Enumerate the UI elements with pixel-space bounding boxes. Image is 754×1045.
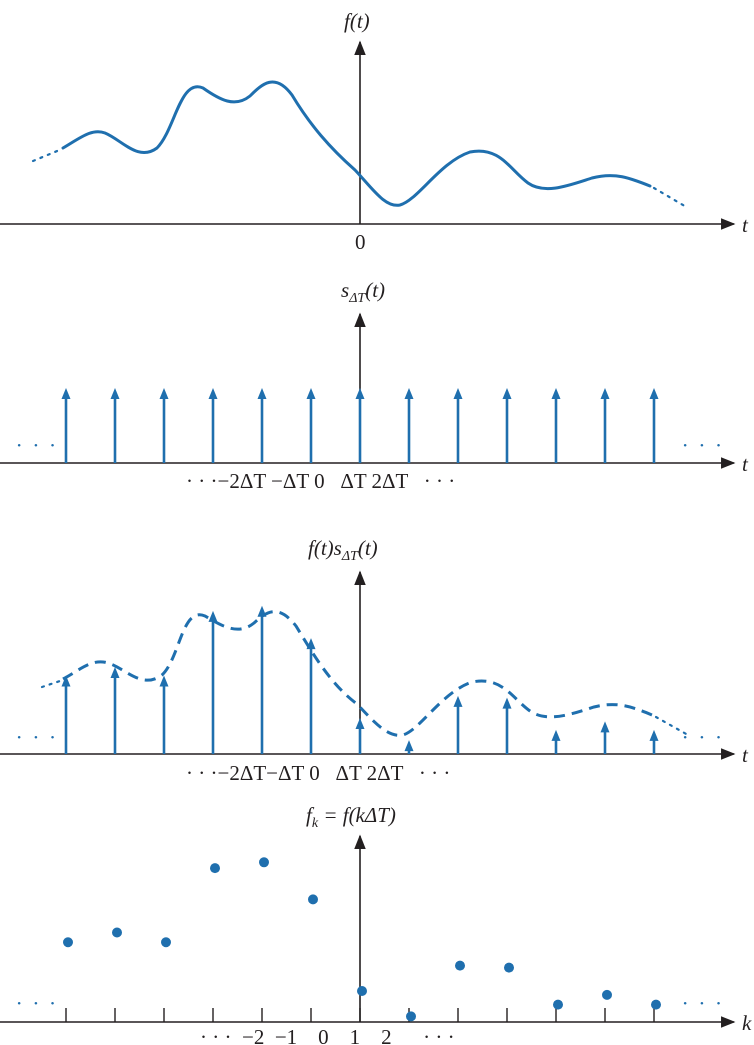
impulse-stem-head xyxy=(600,388,610,399)
impulse-stem-head xyxy=(649,388,659,399)
impulse-stem-head xyxy=(404,388,414,399)
left-ellipsis: · · · xyxy=(16,725,58,749)
left-continuation xyxy=(31,147,64,163)
right-ellipsis: · · · xyxy=(682,433,724,457)
k-ticks xyxy=(65,1008,655,1022)
left-continuation xyxy=(40,678,65,689)
sampled-stem-head xyxy=(355,718,365,729)
sampled-stem-head xyxy=(404,740,414,752)
sample-dot xyxy=(651,999,661,1010)
impulse-stem-head xyxy=(257,388,267,399)
impulse-stem-head xyxy=(208,388,218,399)
dashed-envelope xyxy=(62,610,653,737)
impulse-stem-head xyxy=(551,388,561,399)
sampled-stem-head xyxy=(61,675,71,687)
right-ellipsis: · · · xyxy=(682,725,724,749)
panel1-title: f(t) xyxy=(344,9,370,33)
continuous-curve xyxy=(61,80,652,207)
left-ellipsis: · · · xyxy=(16,991,58,1015)
panel4-axis-var: k xyxy=(742,1011,752,1035)
sampled-stem-head xyxy=(551,729,561,741)
sample-dot xyxy=(308,894,318,905)
sample-dot xyxy=(553,999,563,1010)
impulse-stem-head xyxy=(159,388,169,399)
sampled-stem-head xyxy=(257,605,267,617)
sample-dots xyxy=(63,857,661,1022)
sampled-stem-head xyxy=(306,638,316,650)
sampled-stem-head xyxy=(649,729,659,741)
impulse-stem-head xyxy=(453,388,463,399)
sampled-stems xyxy=(61,605,659,754)
right-ellipsis: · · · xyxy=(682,991,724,1015)
panel4-title: fk = f(kΔT) xyxy=(306,803,396,831)
impulse-stem-head xyxy=(61,388,71,399)
panel-discrete-samples: · · · · · · fk = f(kΔT) · · · −2 −1 0 1 … xyxy=(0,803,752,1045)
right-continuation xyxy=(654,715,690,737)
panel-sampled-signal: · · · · · · f(t)sΔT(t) · · ·−2ΔT−ΔT 0 ΔT… xyxy=(0,536,749,785)
panel2-tick-labels: · · ·−2ΔT −ΔT 0 ΔT 2ΔT · · · xyxy=(186,469,455,493)
panel3-title: f(t)sΔT(t) xyxy=(308,536,378,564)
impulse-stems xyxy=(61,388,659,463)
sample-dot xyxy=(210,863,220,874)
sampled-stem-head xyxy=(502,697,512,709)
sample-dot xyxy=(455,960,465,971)
sample-dot xyxy=(504,962,514,973)
panel1-axis-var: t xyxy=(742,213,749,237)
sampled-stem-head xyxy=(159,675,169,687)
sample-dot xyxy=(602,989,612,1000)
sample-dot xyxy=(63,937,73,948)
sample-dot xyxy=(259,857,269,868)
panel3-axis-var: t xyxy=(742,743,749,767)
sampled-stem-head xyxy=(110,667,120,678)
sampled-stem-head xyxy=(453,695,463,707)
left-ellipsis: · · · xyxy=(16,433,58,457)
sampled-stem-head xyxy=(208,610,218,622)
panel2-title: sΔT(t) xyxy=(341,278,385,306)
impulse-stem-head xyxy=(502,388,512,399)
sample-dot xyxy=(161,937,171,948)
impulse-stem-head xyxy=(110,388,120,399)
impulse-stem-head xyxy=(306,388,316,399)
panel3-tick-labels: · · ·−2ΔT−ΔT 0 ΔT 2ΔT · · · xyxy=(186,761,450,785)
panel-continuous-signal: f(t) 0 t xyxy=(0,9,749,254)
right-continuation xyxy=(652,186,690,210)
sample-dot xyxy=(406,1011,416,1022)
panel-impulse-train: · · · · · · sΔT(t) · · ·−2ΔT −ΔT 0 ΔT 2Δ… xyxy=(0,278,749,493)
impulse-stem-head xyxy=(355,388,365,399)
sample-dot xyxy=(357,986,367,996)
sample-dot xyxy=(112,927,122,938)
panel2-axis-var: t xyxy=(742,452,749,476)
panel1-origin-label: 0 xyxy=(355,230,366,254)
panel4-tick-labels: · · · −2 −1 0 1 2 · · · xyxy=(200,1025,455,1045)
sampled-stem-head xyxy=(600,721,610,733)
